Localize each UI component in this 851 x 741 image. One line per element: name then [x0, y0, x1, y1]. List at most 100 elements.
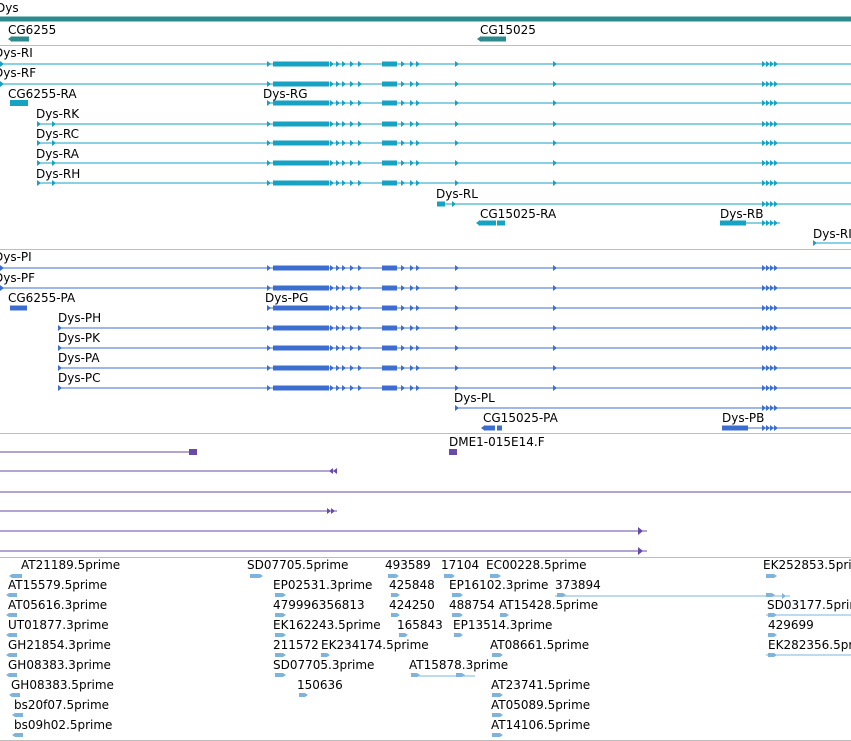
est-label[interactable]: EK252853.5prime: [763, 558, 851, 572]
est-label[interactable]: AT14106.5prime: [491, 718, 591, 732]
est-label[interactable]: 150636: [297, 678, 343, 692]
strand-arrow-right: [342, 140, 346, 146]
transcript-label[interactable]: Dys-RI: [813, 227, 851, 241]
protein-label[interactable]: Dys-PL: [454, 391, 495, 405]
strand-arrow-right: [770, 325, 774, 331]
transcript-label[interactable]: Dys-RI: [0, 46, 33, 60]
strand-arrow-right: [455, 160, 459, 166]
est-label[interactable]: SD07705.5prime: [247, 558, 349, 572]
strand-arrow-right: [770, 61, 774, 67]
exon-block: [273, 365, 329, 371]
est-label[interactable]: 493589: [385, 558, 431, 572]
transcript-label[interactable]: Dys-RB: [720, 207, 764, 221]
protein-label[interactable]: Dys-PF: [0, 271, 36, 285]
strand-arrow-right: [260, 574, 263, 578]
protein-label[interactable]: Dys-PG: [265, 291, 309, 305]
est-label[interactable]: SD07705.3prime: [273, 658, 375, 672]
strand-arrow-right: [397, 613, 400, 617]
strand-arrow-right: [766, 180, 770, 186]
est-label[interactable]: AT21189.5prime: [21, 558, 121, 572]
strand-arrow-left: [476, 220, 480, 226]
strand-arrow-right: [37, 140, 41, 146]
transcript-label[interactable]: Dys-RA: [36, 147, 79, 161]
protein-label[interactable]: Dys-PK: [58, 331, 101, 345]
subgene-label[interactable]: CG6255: [8, 23, 57, 37]
strand-arrow-right: [267, 265, 271, 271]
est-label[interactable]: EP16102.3prime: [449, 578, 549, 592]
protein-label[interactable]: Dys-PI: [0, 250, 32, 264]
strand-arrow-right: [770, 425, 774, 431]
est-label[interactable]: EP13514.3prime: [453, 618, 553, 632]
est-label[interactable]: EK234174.5prime: [321, 638, 429, 652]
est-label[interactable]: UT01877.3prime: [8, 618, 109, 632]
clone-label[interactable]: DME1-015E14.F: [449, 435, 545, 449]
strand-arrow-right: [52, 160, 56, 166]
est-label[interactable]: 373894: [555, 578, 601, 592]
strand-arrow-right: [401, 160, 405, 166]
est-label[interactable]: AT15579.5prime: [8, 578, 108, 592]
strand-arrow-right: [350, 121, 354, 127]
est-label[interactable]: GH08383.3prime: [8, 658, 111, 672]
strand-arrow-right: [770, 100, 774, 106]
est-label[interactable]: bs20f07.5prime: [14, 698, 110, 712]
strand-arrow-right: [330, 345, 334, 351]
transcript-label[interactable]: Dys-RK: [36, 107, 80, 121]
est-label[interactable]: EC00228.5prime: [486, 558, 587, 572]
strand-arrow-right: [336, 81, 340, 87]
strand-arrow-right: [416, 140, 420, 146]
track-separator: [0, 249, 851, 250]
est-label[interactable]: AT05089.5prime: [491, 698, 591, 712]
gene-label[interactable]: Dys: [0, 1, 19, 15]
subgene-label[interactable]: CG15025: [480, 23, 536, 37]
est-label[interactable]: GH08383.5prime: [11, 678, 114, 692]
strand-arrow-right: [766, 121, 770, 127]
est-label[interactable]: 211572: [273, 638, 319, 652]
est-label[interactable]: 425848: [389, 578, 435, 592]
protein-label[interactable]: Dys-PA: [58, 351, 100, 365]
est-label[interactable]: bs09h02.5prime: [14, 718, 113, 732]
est-label[interactable]: GH21854.3prime: [8, 638, 111, 652]
est-label[interactable]: AT08661.5prime: [490, 638, 590, 652]
transcript-label[interactable]: Dys-RF: [0, 66, 37, 80]
transcript-label[interactable]: Dys-RC: [36, 127, 80, 141]
strand-arrow-right: [452, 574, 455, 578]
est-label[interactable]: 165843: [397, 618, 443, 632]
est-label[interactable]: AT15428.5prime: [499, 598, 599, 612]
strand-arrow-right: [410, 385, 414, 391]
est-label[interactable]: AT05616.3prime: [8, 598, 108, 612]
protein-label[interactable]: CG15025-PA: [483, 411, 558, 425]
strand-arrow-right: [553, 100, 557, 106]
est-label[interactable]: 488754: [449, 598, 495, 612]
strand-arrow-right: [342, 325, 346, 331]
est-label[interactable]: AT15878.3prime: [409, 658, 509, 672]
transcript-label[interactable]: CG15025-RA: [480, 207, 557, 221]
est-label[interactable]: SD03177.5prime: [767, 598, 851, 612]
protein-label[interactable]: Dys-PC: [58, 371, 101, 385]
est-glyph: [15, 733, 23, 737]
protein-label[interactable]: CG6255-PA: [8, 291, 76, 305]
strand-arrow-right: [350, 345, 354, 351]
protein-label[interactable]: Dys-PB: [722, 411, 765, 425]
transcript-label[interactable]: Dys-RH: [36, 167, 81, 181]
strand-arrow-right: [774, 220, 778, 226]
est-label[interactable]: AT23741.5prime: [491, 678, 591, 692]
protein-label[interactable]: Dys-PH: [58, 311, 102, 325]
est-label[interactable]: 17104: [441, 558, 480, 572]
strand-arrow-left: [6, 633, 9, 637]
strand-arrow-right: [774, 325, 778, 331]
strand-arrow-right: [330, 385, 334, 391]
strand-arrow-right: [774, 305, 778, 311]
est-label[interactable]: EP02531.3prime: [273, 578, 373, 592]
est-label[interactable]: EK162243.5prime: [273, 618, 381, 632]
est-label[interactable]: EK282356.5prime: [768, 638, 851, 652]
est-label[interactable]: 479996356813: [273, 598, 365, 612]
est-glyph: [411, 673, 417, 677]
strand-arrow-right: [455, 365, 459, 371]
transcript-label[interactable]: Dys-RL: [436, 187, 478, 201]
strand-arrow-right: [58, 365, 62, 371]
transcript-label[interactable]: Dys-RG: [263, 87, 308, 101]
transcript-label[interactable]: CG6255-RA: [8, 87, 77, 101]
est-label[interactable]: 424250: [389, 598, 435, 612]
est-label[interactable]: 429699: [768, 618, 814, 632]
